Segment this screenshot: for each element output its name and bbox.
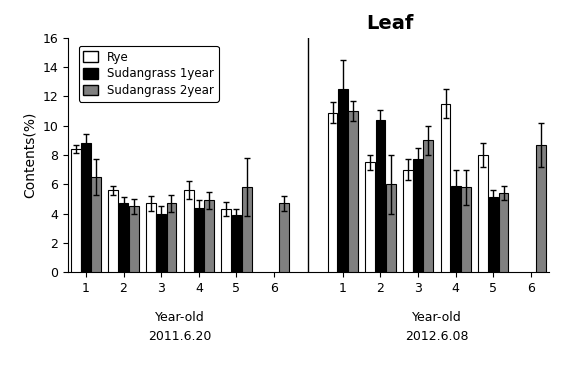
Bar [499, 193, 508, 272]
Bar [184, 190, 194, 272]
Bar [413, 160, 423, 272]
Bar [71, 149, 80, 272]
Bar [146, 203, 156, 272]
Bar [280, 203, 289, 272]
Bar [328, 113, 337, 272]
Bar [366, 162, 375, 272]
Bar [166, 203, 176, 272]
Text: Year-old: Year-old [155, 311, 205, 324]
Bar [348, 111, 358, 272]
Bar [451, 186, 461, 272]
Text: Year-old: Year-old [412, 311, 462, 324]
Bar [91, 177, 101, 272]
Bar [338, 89, 348, 272]
Bar [231, 215, 241, 272]
Text: Leaf: Leaf [366, 14, 414, 33]
Bar [386, 184, 396, 272]
Bar [376, 120, 385, 272]
Bar [129, 206, 139, 272]
Bar [109, 190, 118, 272]
Text: 2011.6.20: 2011.6.20 [148, 330, 212, 344]
Bar [488, 197, 498, 272]
Legend: Rye, Sudangrass 1year, Sudangrass 2year: Rye, Sudangrass 1year, Sudangrass 2year [79, 46, 218, 102]
Bar [242, 187, 251, 272]
Text: 2012.6.08: 2012.6.08 [405, 330, 469, 344]
Bar [537, 145, 546, 272]
Y-axis label: Contents(%): Contents(%) [23, 112, 37, 198]
Bar [478, 155, 488, 272]
Bar [441, 104, 451, 272]
Bar [81, 143, 91, 272]
Bar [403, 170, 413, 272]
Bar [423, 140, 433, 272]
Bar [221, 209, 231, 272]
Bar [461, 187, 471, 272]
Bar [194, 208, 204, 272]
Bar [204, 200, 214, 272]
Bar [119, 203, 128, 272]
Bar [156, 214, 166, 272]
